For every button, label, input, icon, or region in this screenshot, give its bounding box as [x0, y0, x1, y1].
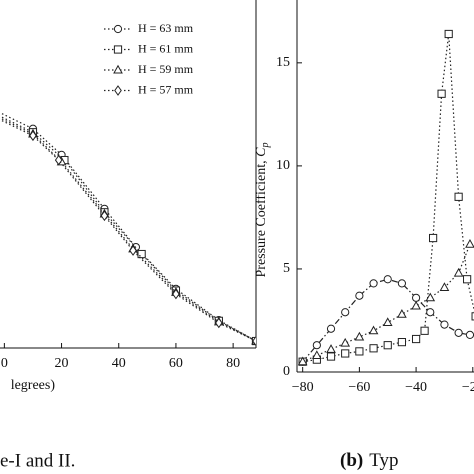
legend-label: H = 63 mm: [138, 21, 194, 35]
marker: [172, 288, 180, 300]
marker: [411, 334, 421, 344]
marker: [311, 350, 322, 360]
marker: [465, 238, 474, 248]
marker: [129, 245, 137, 256]
legend-label: H = 61 mm: [138, 41, 194, 55]
caption-label: (b): [340, 450, 363, 471]
series-line: [0, 117, 256, 342]
marker: [355, 291, 364, 300]
x-tick-label: 40: [112, 356, 126, 371]
series-line: [0, 112, 256, 342]
series-line: [302, 33, 474, 363]
y-axis-label: Pressure Coefficient, Cp: [254, 143, 271, 278]
marker: [137, 249, 146, 259]
marker: [341, 308, 350, 317]
marker: [444, 29, 453, 39]
marker: [397, 338, 407, 347]
legend-marker: [113, 45, 123, 54]
y-tick-label: 0: [283, 364, 290, 379]
series-line: [0, 115, 256, 342]
marker: [312, 341, 321, 350]
marker: [297, 356, 308, 366]
marker: [411, 300, 421, 310]
marker: [369, 344, 378, 353]
marker: [454, 328, 463, 337]
x-tick-label: 20: [55, 356, 69, 371]
x-tick-label: −20: [462, 380, 474, 395]
marker: [382, 317, 393, 327]
marker: [463, 275, 472, 284]
marker: [440, 320, 449, 329]
marker: [454, 192, 463, 201]
caption-text: Typ: [369, 450, 398, 471]
marker: [29, 130, 37, 142]
x-axis-label: legrees): [11, 378, 56, 393]
marker: [428, 233, 438, 243]
legend-marker: [114, 85, 122, 96]
marker: [411, 293, 421, 302]
marker: [100, 210, 109, 222]
x-tick-label: 0: [1, 356, 8, 371]
marker: [383, 341, 392, 350]
marker: [341, 349, 350, 358]
caption: (b) Typ: [340, 450, 399, 471]
x-tick-label: −40: [405, 380, 427, 395]
y-label-sub: p: [260, 143, 271, 149]
marker: [54, 154, 63, 166]
marker: [252, 335, 256, 347]
marker: [326, 352, 336, 361]
legend: H = 63 mm H = 61 mm H = 59 mm H = 57 mm: [104, 21, 194, 96]
marker: [439, 282, 450, 291]
y-label-symbol: C: [254, 147, 269, 157]
marker: [326, 324, 336, 333]
right-chart: −80 −60 −40 −20 0 5 10 15 Pressure Coefficient, …: [254, 0, 474, 471]
series-line: [0, 119, 256, 342]
legend-label: H = 59 mm: [138, 62, 194, 76]
x-tick-label: 80: [226, 356, 240, 371]
x-tick-label: 60: [169, 356, 183, 371]
legend-marker: [113, 64, 123, 74]
marker: [354, 331, 365, 341]
plot-area: [0, 112, 256, 347]
y-label-text: Pressure Coefficient,: [254, 157, 269, 278]
marker: [340, 337, 351, 347]
marker: [369, 279, 378, 288]
marker: [368, 325, 379, 335]
plot-area: [297, 29, 474, 366]
y-tick-label: 5: [283, 261, 290, 276]
marker: [397, 309, 407, 318]
x-tick-label: −60: [348, 380, 370, 395]
marker: [420, 326, 429, 335]
marker: [215, 317, 223, 329]
y-tick-label: 15: [276, 55, 290, 70]
legend-label: H = 57 mm: [138, 82, 194, 96]
marker: [397, 279, 407, 288]
marker: [437, 89, 446, 98]
x-tick-label: −80: [292, 380, 314, 395]
marker: [453, 267, 464, 277]
caption: e-I and II.: [0, 450, 75, 471]
marker: [355, 347, 364, 356]
marker: [383, 275, 392, 284]
y-tick-label: 10: [276, 158, 290, 173]
marker: [426, 308, 435, 317]
marker: [471, 312, 474, 321]
marker: [465, 330, 474, 339]
legend-marker: [113, 24, 123, 34]
marker: [425, 292, 436, 302]
marker: [326, 344, 336, 353]
